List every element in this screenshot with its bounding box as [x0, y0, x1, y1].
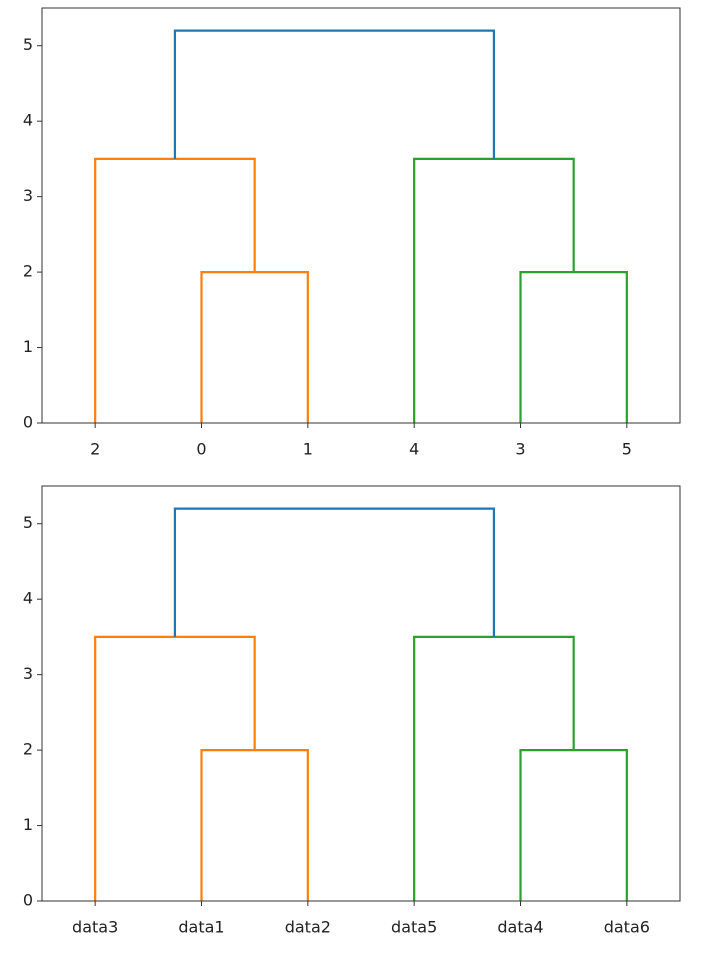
y-tick-label: 2	[23, 740, 33, 759]
x-tick-label: 0	[196, 440, 206, 459]
x-tick-label: 4	[409, 440, 419, 459]
x-tick-label: 5	[622, 440, 632, 459]
dendrogram-link	[173, 507, 496, 637]
dendrogram-link	[519, 270, 628, 423]
x-tick-label: 2	[90, 440, 100, 459]
y-tick-label: 1	[23, 815, 33, 834]
x-tick-label: 3	[515, 440, 525, 459]
dendrogram-link	[94, 157, 256, 423]
plot-frame	[41, 485, 681, 902]
x-tick-label: data4	[497, 918, 543, 937]
x-tick-label: data6	[604, 918, 650, 937]
y-tick-label: 5	[23, 35, 33, 54]
x-tick-label: 1	[303, 440, 313, 459]
x-tick-label: data3	[72, 918, 118, 937]
x-tick-label: data2	[285, 918, 331, 937]
x-tick-label: data1	[178, 918, 224, 937]
dendrogram-link	[200, 748, 309, 901]
y-tick-label: 2	[23, 262, 33, 281]
dendrogram-link	[413, 635, 575, 901]
plot-frame	[41, 7, 681, 424]
y-tick-label: 5	[23, 513, 33, 532]
dendrogram-link	[200, 270, 309, 423]
y-tick-label: 3	[23, 664, 33, 683]
y-tick-label: 0	[23, 891, 33, 910]
y-tick-label: 3	[23, 186, 33, 205]
y-tick-label: 1	[23, 337, 33, 356]
y-tick-label: 0	[23, 413, 33, 432]
dendrogram-link	[413, 157, 575, 423]
dendrogram-link	[173, 29, 496, 159]
dendrogram-link	[94, 635, 256, 901]
y-tick-label: 4	[23, 111, 33, 130]
y-tick-label: 4	[23, 589, 33, 608]
x-tick-label: data5	[391, 918, 437, 937]
dendrogram-link	[519, 748, 628, 901]
